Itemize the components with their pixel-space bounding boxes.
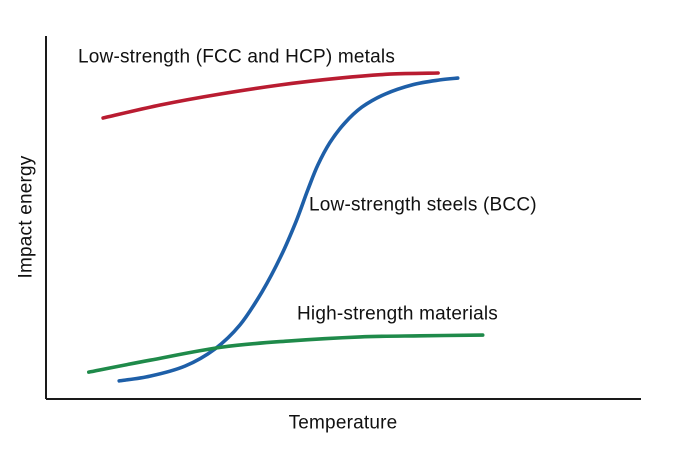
curve-label-fcc-hcp-metals: Low-strength (FCC and HCP) metals: [78, 46, 396, 68]
curve-low-strength-fcc-hcp-metals: [101, 71, 440, 120]
x-axis-label: Temperature: [288, 412, 398, 434]
axes: [45, 36, 641, 400]
curve-label-high-strength: High-strength materials: [297, 303, 499, 325]
y-axis-label: Impact energy: [15, 155, 37, 279]
curve-high-strength-materials: [87, 333, 485, 374]
curves-group: [87, 71, 485, 383]
curve-label-bcc-steels: Low-strength steels (BCC): [309, 194, 537, 216]
curve-low-strength-steels-bcc: [117, 76, 460, 383]
